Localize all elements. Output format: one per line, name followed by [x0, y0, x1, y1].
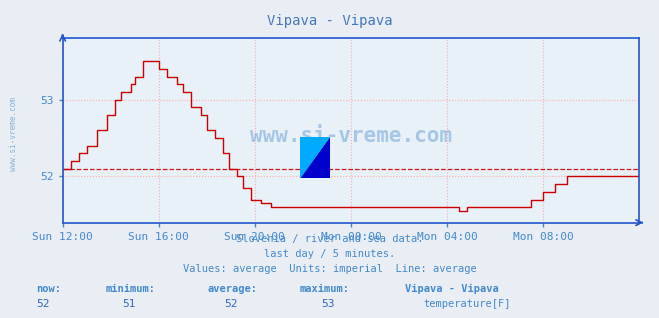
Text: average:: average: [208, 284, 258, 294]
Text: maximum:: maximum: [300, 284, 350, 294]
Text: 52: 52 [224, 299, 237, 309]
Text: www.si-vreme.com: www.si-vreme.com [9, 97, 18, 170]
Text: Vipava - Vipava: Vipava - Vipava [405, 284, 499, 294]
Text: 52: 52 [36, 299, 49, 309]
Text: minimum:: minimum: [105, 284, 156, 294]
Text: Slovenia / river and sea data.: Slovenia / river and sea data. [236, 234, 423, 244]
Text: 51: 51 [122, 299, 135, 309]
Polygon shape [300, 137, 330, 178]
Text: now:: now: [36, 284, 61, 294]
Text: 53: 53 [322, 299, 335, 309]
Text: www.si-vreme.com: www.si-vreme.com [250, 126, 452, 146]
Text: Vipava - Vipava: Vipava - Vipava [267, 14, 392, 28]
Text: last day / 5 minutes.: last day / 5 minutes. [264, 249, 395, 259]
Text: Values: average  Units: imperial  Line: average: Values: average Units: imperial Line: av… [183, 264, 476, 274]
Polygon shape [300, 137, 330, 178]
Text: temperature[F]: temperature[F] [423, 299, 511, 309]
